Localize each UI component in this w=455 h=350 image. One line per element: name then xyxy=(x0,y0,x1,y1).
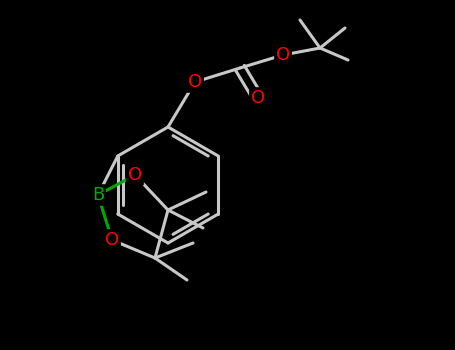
Text: B: B xyxy=(92,186,104,204)
Text: O: O xyxy=(188,73,202,91)
Text: O: O xyxy=(105,231,119,249)
Text: O: O xyxy=(276,46,290,64)
Text: O: O xyxy=(128,166,142,184)
Text: O: O xyxy=(251,89,265,107)
